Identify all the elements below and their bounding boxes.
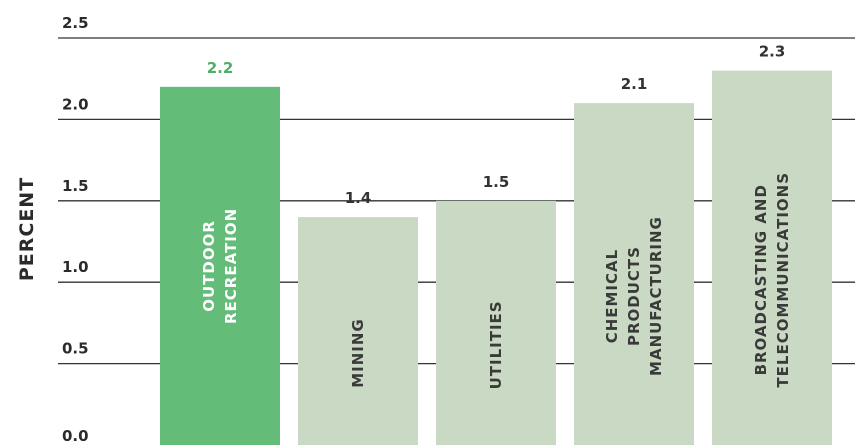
bar-2: [436, 200, 556, 445]
bar-group-0: OUTDOOR RECREATION: [160, 86, 280, 445]
value-label-3: 2.1: [621, 75, 648, 93]
bar-category-line: OUTDOOR: [200, 220, 218, 312]
bar-category-line: MINING: [349, 318, 367, 388]
bar-3: [574, 103, 694, 445]
bar-category-line: TELECOMMUNICATIONS: [774, 172, 792, 388]
value-labels: 2.2 1.4 1.5 2.1 2.3: [207, 43, 786, 208]
bar-category-line: BROADCASTING AND: [752, 184, 770, 375]
y-tick-0-0: 0.0: [62, 427, 89, 445]
y-tick-2-0: 2.0: [62, 95, 89, 113]
bar-group-1: MINING: [298, 217, 418, 445]
bar-4: [712, 70, 832, 445]
bar-group-4: BROADCASTING AND TELECOMMUNICATIONS: [712, 70, 832, 445]
bar-0: [160, 86, 280, 445]
bar-category-line: PRODUCTS: [625, 246, 643, 346]
value-label-2: 1.5: [483, 173, 510, 191]
y-tick-1-5: 1.5: [62, 177, 89, 195]
y-tick-labels: 0.0 0.5 1.0 1.5 2.0 2.5: [62, 14, 89, 445]
bar-group-2: UTILITIES: [436, 200, 556, 445]
y-tick-2-5: 2.5: [62, 14, 89, 32]
bars: OUTDOOR RECREATION MINING UTILITIES CHEMICAL…: [160, 70, 832, 445]
bar-category-line: UTILITIES: [487, 300, 505, 389]
bar-category-label-0: OUTDOOR RECREATION: [200, 208, 240, 324]
value-label-4: 2.3: [759, 43, 786, 61]
bar-1: [298, 217, 418, 445]
y-axis-label: PERCENT: [16, 177, 38, 281]
bar-category-label-4: BROADCASTING AND TELECOMMUNICATIONS: [752, 172, 792, 388]
bar-category-label-1: MINING: [349, 318, 367, 388]
value-label-1: 1.4: [345, 189, 372, 207]
y-tick-0-5: 0.5: [62, 340, 89, 358]
value-label-0: 2.2: [207, 59, 234, 77]
bar-category-label-3: CHEMICAL PRODUCTS MANUFACTURING: [603, 216, 665, 376]
bar-category-line: RECREATION: [222, 208, 240, 324]
bar-category-label-2: UTILITIES: [487, 300, 505, 389]
y-tick-1-0: 1.0: [62, 258, 89, 276]
bar-category-line: CHEMICAL: [603, 249, 621, 344]
bar-group-3: CHEMICAL PRODUCTS MANUFACTURING: [574, 103, 694, 445]
bar-category-line: MANUFACTURING: [647, 216, 665, 376]
